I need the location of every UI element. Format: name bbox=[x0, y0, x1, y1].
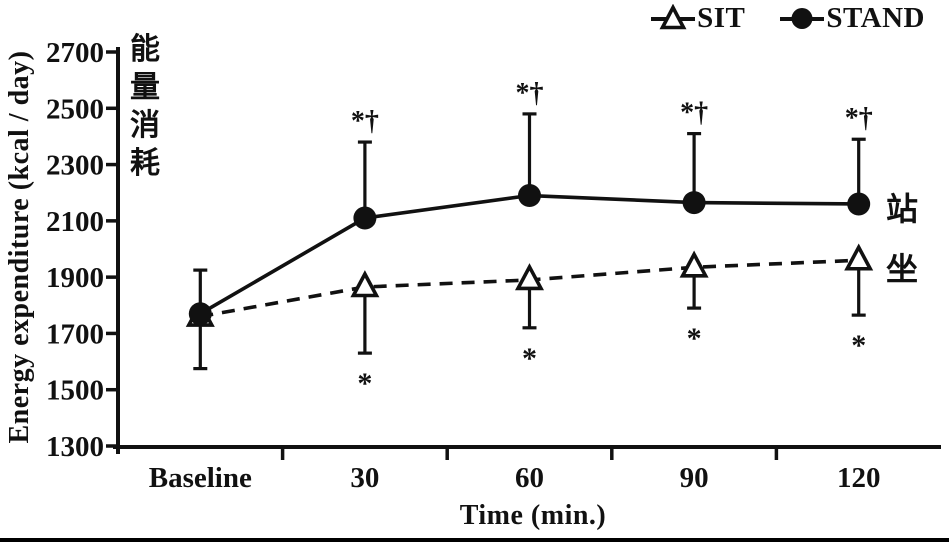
cjk-annotation-energy-expenditure: 能量消耗 bbox=[130, 33, 160, 180]
x-tick-label: 120 bbox=[837, 462, 881, 494]
y-tick-label: 1300 bbox=[46, 431, 104, 463]
data-point-triangle bbox=[679, 250, 709, 278]
legend: SIT STAND bbox=[650, 2, 925, 35]
significance-marker: *† bbox=[680, 98, 708, 129]
x-tick-label: Baseline bbox=[149, 462, 252, 494]
significance-marker: * bbox=[687, 322, 702, 355]
y-tick-label: 2500 bbox=[46, 93, 104, 125]
x-tick-label: 90 bbox=[680, 462, 709, 494]
y-tick-label: 2300 bbox=[46, 150, 104, 182]
significance-marker: * bbox=[851, 329, 866, 362]
data-point-circle bbox=[682, 191, 706, 215]
legend-label-stand: STAND bbox=[826, 2, 925, 34]
x-tick-label: 60 bbox=[515, 462, 544, 494]
data-point-triangle bbox=[844, 243, 874, 271]
cjk-annotation-stand: 站 bbox=[885, 191, 918, 227]
significance-marker: * bbox=[357, 367, 372, 400]
y-tick-label: 1700 bbox=[46, 318, 104, 350]
bottom-divider bbox=[0, 538, 949, 542]
y-tick-label: 1900 bbox=[46, 262, 104, 294]
significance-marker: * bbox=[522, 342, 537, 375]
significance-marker: *† bbox=[845, 103, 873, 134]
significance-marker: *† bbox=[351, 106, 379, 137]
legend-label-sit: SIT bbox=[697, 2, 746, 34]
significance-marker: *† bbox=[516, 78, 544, 109]
data-point-circle bbox=[518, 184, 541, 208]
data-point-circle bbox=[353, 206, 377, 230]
y-tick-label: 1500 bbox=[46, 375, 104, 407]
data-point-circle bbox=[847, 192, 871, 216]
cjk-annotation-sit: 坐 bbox=[885, 251, 918, 287]
triangle-open-icon bbox=[651, 3, 696, 29]
y-axis-title: Energy expenditure (kcal / day) bbox=[4, 50, 35, 444]
y-tick-label: 2100 bbox=[46, 206, 104, 238]
data-point-circle bbox=[188, 302, 212, 326]
data-point-triangle bbox=[350, 270, 380, 298]
legend-item-stand: STAND bbox=[779, 2, 925, 35]
data-point-triangle bbox=[514, 263, 545, 291]
y-tick-label: 2700 bbox=[46, 37, 104, 69]
x-axis-title: Time (min.) bbox=[459, 500, 607, 531]
legend-item-sit: SIT bbox=[650, 2, 745, 35]
x-tick-label: 30 bbox=[350, 462, 379, 494]
circle-filled-icon bbox=[780, 7, 825, 29]
